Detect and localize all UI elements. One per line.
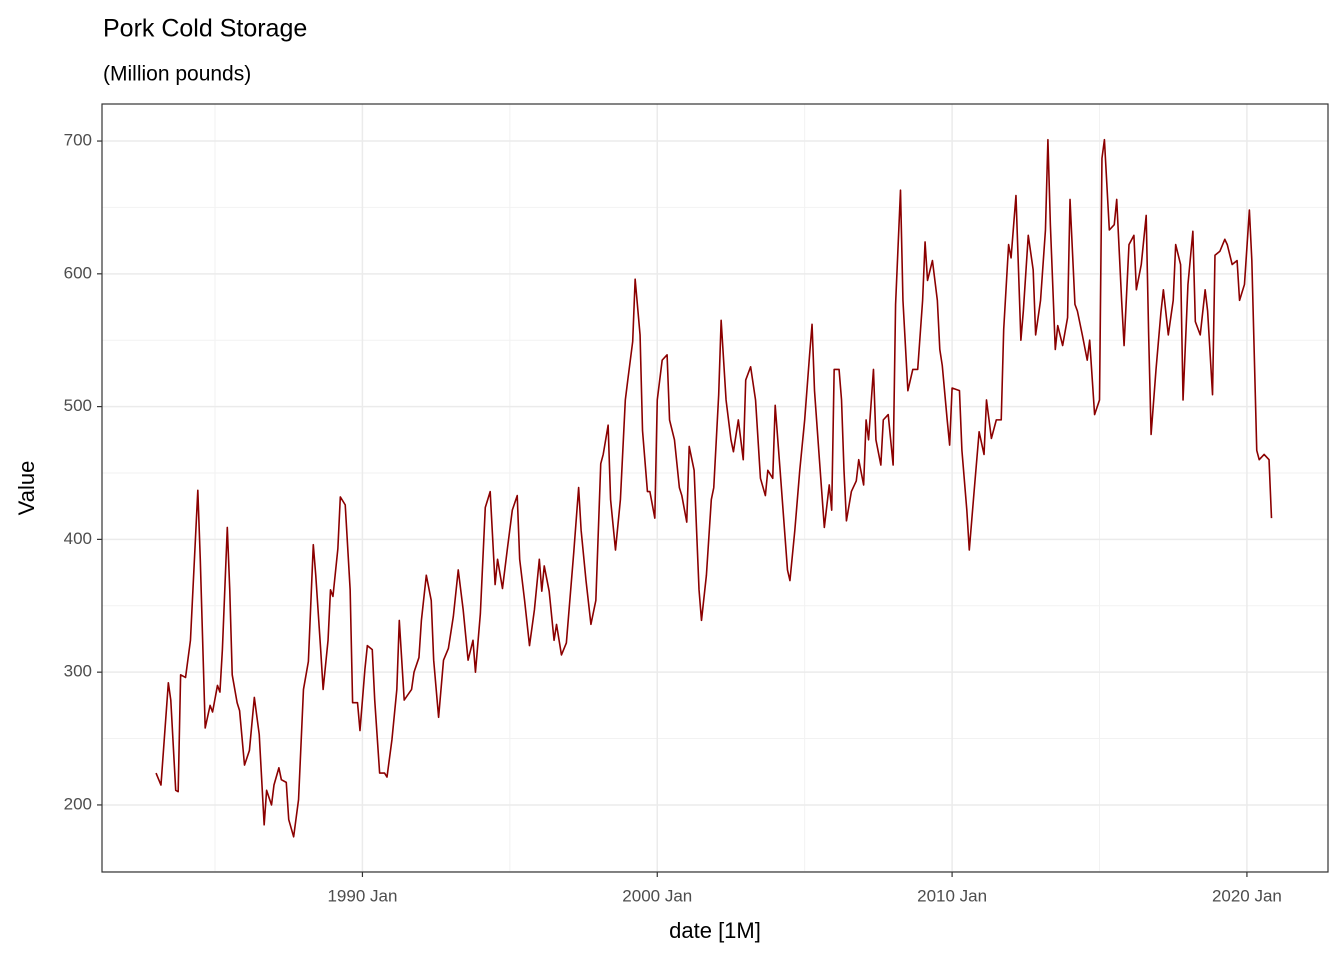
- x-tick-label: 2010 Jan: [917, 886, 987, 905]
- x-axis-title: date [1M]: [669, 918, 761, 943]
- y-tick-label: 200: [64, 794, 92, 813]
- x-tick-label: 1990 Jan: [327, 886, 397, 905]
- panel-border: [101, 103, 1329, 873]
- y-tick-label: 600: [64, 263, 92, 282]
- y-tick-label: 500: [64, 396, 92, 415]
- x-tick-label: 2000 Jan: [622, 886, 692, 905]
- y-tick-label: 700: [64, 131, 92, 150]
- panel-background: [102, 104, 1328, 872]
- y-tick-label: 400: [64, 529, 92, 548]
- y-axis-title: Value: [14, 461, 39, 516]
- y-tick-label: 300: [64, 662, 92, 681]
- data-line: [155, 138, 1273, 838]
- chart-title: Pork Cold Storage: [103, 15, 307, 43]
- x-tick-label: 2020 Jan: [1212, 886, 1282, 905]
- chart-subtitle: (Million pounds): [103, 63, 251, 86]
